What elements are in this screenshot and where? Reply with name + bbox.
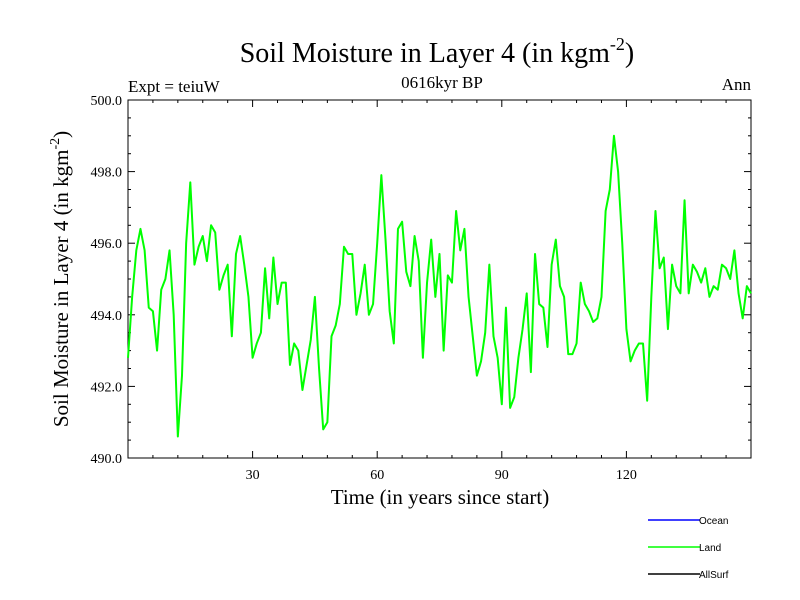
legend: Ocean Land AllSurf	[648, 516, 729, 581]
legend-label-ocean: Ocean	[699, 516, 728, 527]
x-tick-label: 60	[370, 468, 384, 483]
season-label: Ann	[722, 75, 752, 94]
legend-label-land: Land	[699, 543, 721, 554]
y-tick-label: 492.0	[91, 380, 123, 395]
experiment-label: Expt = teiuW	[128, 77, 221, 96]
y-tick-label: 494.0	[91, 309, 123, 324]
chart-title-superscript: -2	[610, 34, 625, 54]
x-tick-label: 90	[495, 468, 509, 483]
legend-label-allsurf: AllSurf	[699, 570, 729, 581]
y-axis-ticks: 490.0 492.0 494.0 496.0 498.0 500.0	[91, 94, 751, 467]
chart-title: Soil Moisture in Layer 4 (in kgm-2)	[240, 34, 635, 69]
x-axis-label: Time (in years since start)	[331, 485, 550, 509]
series-line-land	[127, 134, 752, 438]
y-tick-label: 500.0	[91, 94, 123, 109]
series-layer	[127, 134, 752, 438]
y-axis-label-superscript: -2	[48, 138, 63, 150]
period-subtitle: 0616kyr BP	[401, 73, 483, 92]
y-axis-label-close: )	[49, 131, 73, 138]
chart-title-close: )	[625, 38, 634, 69]
y-tick-label: 490.0	[91, 452, 123, 467]
y-axis-label: Soil Moisture in Layer 4 (in kgm-2)	[48, 131, 73, 427]
y-tick-label: 496.0	[91, 237, 123, 252]
x-axis-ticks: 30 60 90 120	[152, 100, 727, 483]
x-tick-label: 120	[616, 468, 637, 483]
x-tick-label: 30	[246, 468, 260, 483]
y-tick-label: 498.0	[91, 166, 123, 181]
